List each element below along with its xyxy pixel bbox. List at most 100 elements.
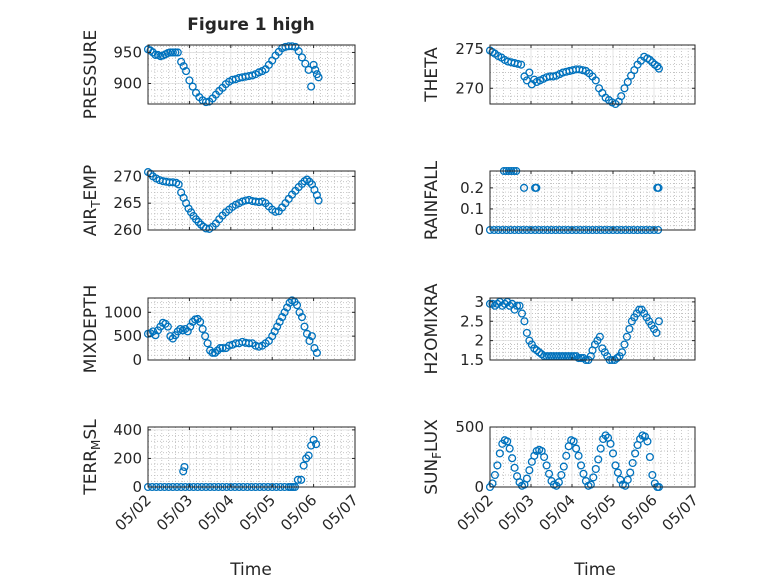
data-point — [628, 458, 637, 468]
data-point — [177, 57, 186, 66]
axes-box — [147, 297, 356, 361]
data-point — [613, 354, 622, 363]
data-point — [304, 451, 313, 460]
data-point — [522, 76, 531, 85]
y-tick-label: 200 — [113, 449, 142, 467]
data-point — [576, 354, 586, 363]
data-point — [623, 475, 632, 484]
x-tick-label: 05/06 — [277, 491, 320, 534]
subplot-6: 1.52 2.53 H2OMIXRA — [422, 283, 696, 375]
y-axis-label: H2OMIXRA — [422, 283, 442, 374]
x-tick-label: 05/05 — [577, 491, 620, 534]
data-point — [645, 55, 654, 64]
x-tick-label: 05/06 — [618, 491, 661, 534]
x-tick-label: 05/02 — [112, 491, 155, 534]
data-point — [505, 444, 514, 453]
data-point — [300, 322, 309, 331]
data-point — [654, 183, 663, 192]
data-point — [309, 435, 318, 444]
data-point — [213, 346, 222, 355]
data-point — [294, 47, 303, 56]
data-point — [302, 175, 312, 184]
y-tick-label: 0 — [474, 478, 484, 496]
data-point — [314, 196, 323, 205]
data-point — [517, 309, 527, 318]
data-point — [166, 332, 175, 341]
data-point — [626, 468, 635, 477]
data-point — [312, 191, 321, 200]
data-point — [643, 437, 652, 446]
data-point — [557, 470, 566, 480]
x-tick-label: 05/04 — [194, 491, 237, 534]
data-point — [645, 452, 654, 462]
data-point — [623, 77, 632, 87]
axes-box — [489, 297, 696, 361]
data-point — [579, 354, 588, 363]
data-point — [586, 480, 595, 489]
data-point — [611, 461, 620, 470]
subplot-1: 900 950 PRESSURE — [81, 30, 356, 119]
data-point — [292, 301, 302, 310]
data-point — [278, 313, 287, 322]
data-point — [183, 327, 192, 336]
data-point — [513, 59, 522, 68]
axes-box — [489, 170, 696, 231]
data-point — [617, 92, 626, 101]
data-point — [273, 322, 282, 331]
data-point — [519, 183, 529, 192]
data-point — [215, 344, 225, 353]
data-point — [579, 469, 588, 478]
subplot-2: 270 275 THETA — [422, 40, 696, 109]
plot-area — [148, 171, 355, 230]
data-point — [574, 354, 583, 363]
data-point — [305, 336, 314, 345]
data-point — [527, 80, 536, 89]
data-point — [589, 473, 598, 482]
x-tick-label: 05/03 — [153, 491, 196, 534]
y-tick-label: 2.5 — [460, 312, 484, 330]
data-point — [559, 462, 568, 471]
y-tick-label: 2 — [474, 332, 484, 350]
data-point — [275, 317, 284, 326]
y-tick-label: 500 — [113, 327, 142, 345]
data-point — [530, 75, 539, 84]
y-tick-label: 0.1 — [460, 200, 484, 218]
data-point — [596, 444, 605, 453]
data-point — [576, 461, 586, 470]
data-point — [595, 332, 604, 341]
data-point — [166, 48, 175, 57]
data-point — [574, 451, 583, 460]
y-tick-label: 0 — [132, 478, 142, 496]
data-point — [620, 340, 629, 349]
y-tick-label: 260 — [113, 221, 142, 239]
y-tick-label: 1000 — [104, 303, 142, 321]
data-point — [495, 449, 504, 458]
data-point — [532, 346, 541, 355]
y-tick-label: 275 — [455, 40, 484, 58]
data-point — [652, 328, 661, 337]
data-point — [309, 60, 318, 69]
x-tick-label: 05/04 — [536, 491, 579, 534]
data-point — [525, 68, 534, 77]
data-point — [285, 298, 294, 307]
x-axis-label-left: Time — [229, 560, 272, 580]
data-point — [188, 82, 197, 91]
y-tick-label: 1.5 — [460, 351, 484, 369]
y-tick-label: 500 — [455, 418, 484, 436]
data-point — [295, 308, 304, 317]
data-point — [254, 342, 264, 351]
axes-box — [489, 44, 696, 105]
data-point — [613, 468, 622, 477]
data-point — [654, 317, 663, 326]
x-axis-label-right: Time — [573, 560, 616, 580]
data-point — [208, 348, 217, 357]
data-point — [297, 313, 307, 322]
data-point — [490, 470, 499, 480]
data-point — [288, 42, 297, 51]
data-point — [280, 308, 289, 317]
data-point — [302, 329, 312, 338]
data-point — [635, 305, 644, 314]
